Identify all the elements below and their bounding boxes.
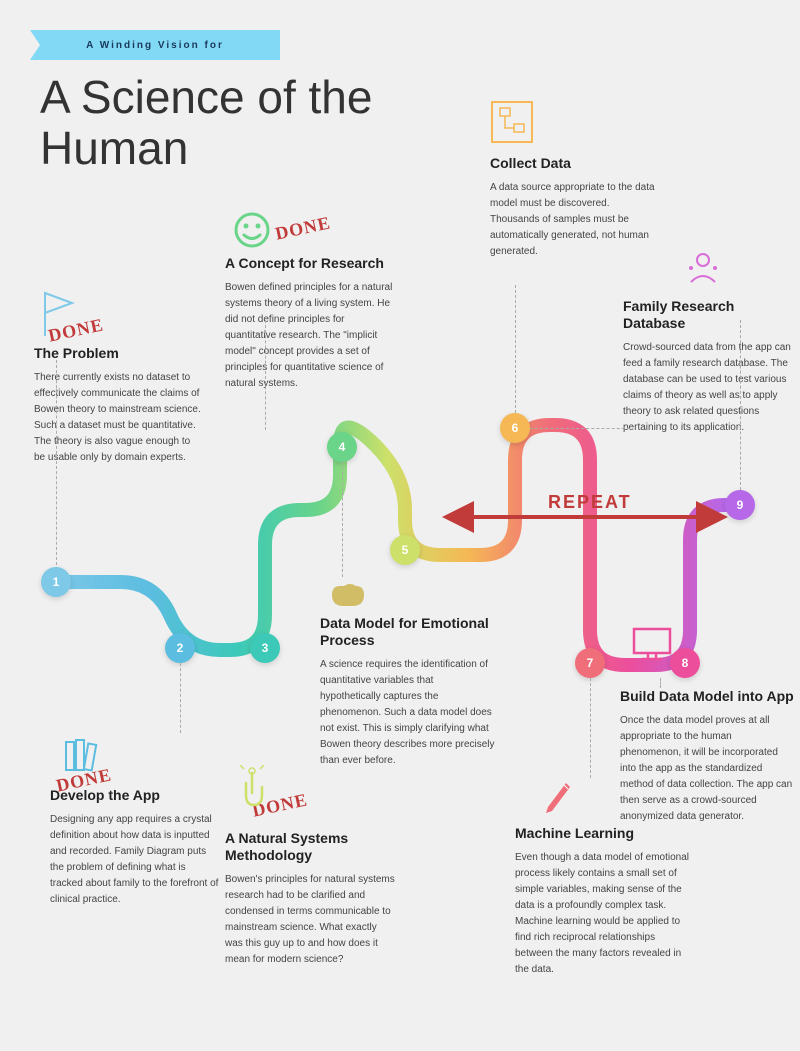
monitor-icon [630,625,674,670]
block-develop: Develop the AppDesigning any app require… [50,787,220,908]
connector-5 [530,428,630,429]
path-node-9: 9 [725,490,755,520]
block-method: A Natural Systems Methodology Bowen's pri… [225,830,395,968]
page-title: A Science of the Human [40,72,372,173]
person-icon [683,248,723,293]
block-datamodel-body: A science requires the identification of… [320,657,495,769]
connector-1 [180,663,181,733]
path-node-7: 7 [575,648,605,678]
block-build-title: Build Data Model into App [620,688,795,705]
block-datamodel: Data Model for Emotional Process A scienc… [320,615,495,769]
path-node-2: 2 [165,633,195,663]
block-family: Family Research Database Crowd-sourced da… [623,298,793,436]
connector-3 [342,462,343,577]
block-ml-title: Machine Learning [515,825,690,842]
connector-4 [515,285,516,413]
connector-6 [740,320,741,490]
brain-icon [330,580,366,615]
flowchart-icon [490,100,534,149]
block-concept-body: Bowen defined principles for a natural s… [225,280,395,392]
done-stamp-1: DONE [273,212,332,244]
block-problem-body: There currently exists no dataset to eff… [34,370,204,466]
path-node-8: 8 [670,648,700,678]
block-collect-body: A data source appropriate to the data mo… [490,180,660,260]
block-problem-title: The Problem [34,345,204,362]
block-family-body: Crowd-sourced data from the app can feed… [623,340,793,436]
path-node-4: 4 [327,432,357,462]
path-node-6: 6 [500,413,530,443]
connector-7 [590,678,591,778]
banner-text: A Winding Vision for [86,40,224,51]
pencil-icon [540,775,576,820]
block-build: Build Data Model into App Once the data m… [620,688,795,825]
block-build-body: Once the data model proves at all approp… [620,713,795,825]
title-line1: A Science of the [40,71,372,123]
path-node-1: 1 [41,567,71,597]
block-concept: A Concept for Research Bowen defined prin… [225,255,395,392]
path-node-5: 5 [390,535,420,565]
banner: A Winding Vision for [30,30,280,60]
connector-2 [265,320,266,430]
smiley-icon [232,210,272,255]
block-method-body: Bowen's principles for natural systems r… [225,872,395,968]
block-method-title: A Natural Systems Methodology [225,830,395,864]
block-datamodel-title: Data Model for Emotional Process [320,615,495,649]
block-collect: Collect Data A data source appropriate to… [490,155,660,260]
connector-0 [56,360,57,565]
block-develop-body: Designing any app requires a crystal def… [50,812,220,908]
flag-icon [40,288,80,343]
block-family-title: Family Research Database [623,298,793,332]
path-node-3: 3 [250,633,280,663]
block-ml-body: Even though a data model of emotional pr… [515,850,690,978]
block-collect-title: Collect Data [490,155,660,172]
block-ml: Machine Learning Even though a data model… [515,825,690,978]
books-icon [60,732,104,781]
tap-icon [232,765,272,820]
connector-8 [660,678,661,688]
block-problem: The Problem There currently exists no dat… [34,345,204,466]
block-concept-title: A Concept for Research [225,255,395,272]
repeat-label: REPEAT [548,492,632,513]
title-line2: Human [40,122,188,174]
